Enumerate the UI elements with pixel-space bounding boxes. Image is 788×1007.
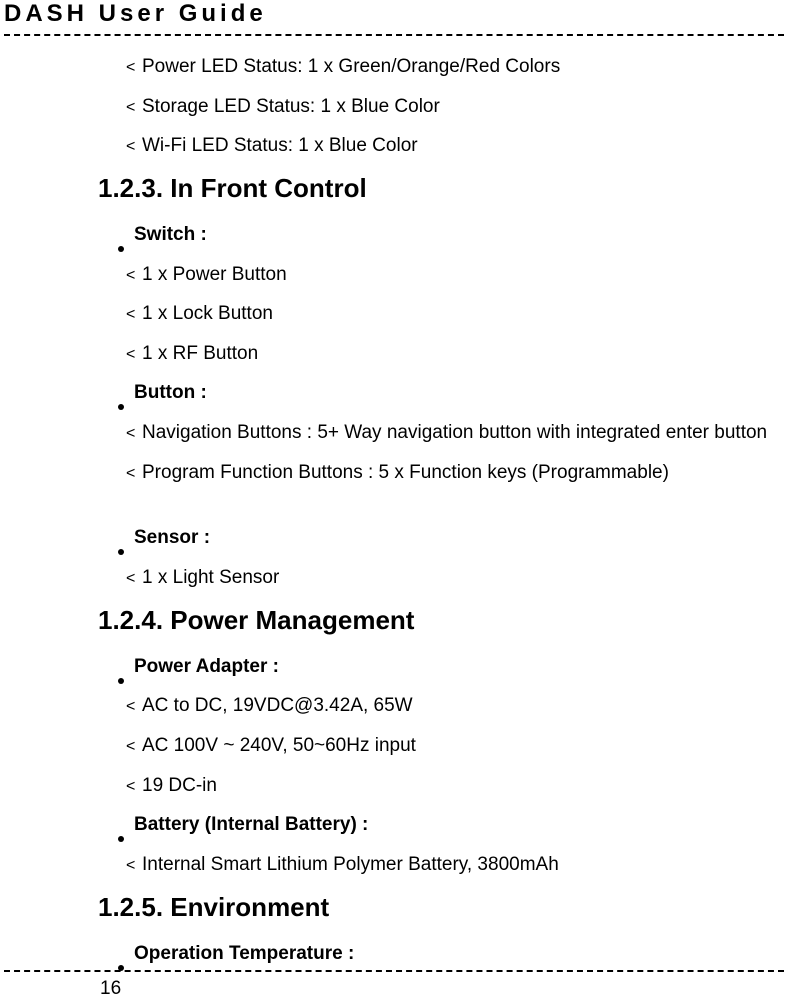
header-title: DASH User Guide <box>4 0 267 27</box>
intro-list: <Power LED Status: 1 x Green/Orange/Red … <box>98 54 780 159</box>
item-text: Program Function Buttons : 5 x Function … <box>134 460 780 486</box>
item-text: AC 100V ~ 240V, 50~60Hz input <box>134 733 780 759</box>
list-item: <Internal Smart Lithium Polymer Battery,… <box>98 852 780 878</box>
section-123-list-continued: Sensor : <1 x Light Sensor <box>98 525 780 590</box>
list-item: <1 x Light Sensor <box>98 565 780 591</box>
list-item: <Navigation Buttons : 5+ Way navigation … <box>98 420 780 446</box>
list-item: <Wi-Fi LED Status: 1 x Blue Color <box>98 133 780 159</box>
group-label: Power Adapter : <box>98 654 780 680</box>
page-number: 16 <box>100 978 121 1000</box>
list-item: <19 DC-in <box>98 773 780 799</box>
angle-icon: < <box>98 696 134 718</box>
section-heading-123: 1.2.3. In Front Control <box>98 173 780 204</box>
angle-icon: < <box>98 736 134 758</box>
list-item: <Power LED Status: 1 x Green/Orange/Red … <box>98 54 780 80</box>
list-item: <AC to DC, 19VDC@3.42A, 65W <box>98 693 780 719</box>
group-label: Operation Temperature : <box>98 941 780 967</box>
list-item: <1 x Power Button <box>98 262 780 288</box>
angle-icon: < <box>98 57 134 79</box>
item-text: 1 x RF Button <box>134 341 780 367</box>
item-text: 1 x Light Sensor <box>134 565 780 591</box>
label-text: Button : <box>134 380 207 406</box>
label-text: Battery (Internal Battery) : <box>134 812 368 838</box>
section-heading-125: 1.2.5. Environment <box>98 892 780 923</box>
footer-divider <box>4 970 784 972</box>
main-content: <Power LED Status: 1 x Green/Orange/Red … <box>0 36 788 966</box>
angle-icon: < <box>98 304 134 326</box>
label-text: Switch : <box>134 222 207 248</box>
group-label: Battery (Internal Battery) : <box>98 812 780 838</box>
angle-icon: < <box>98 265 134 287</box>
label-text: Power Adapter : <box>134 654 279 680</box>
item-text: Internal Smart Lithium Polymer Battery, … <box>134 852 780 878</box>
list-item: <1 x Lock Button <box>98 301 780 327</box>
section-125-list: Operation Temperature : <box>98 941 780 967</box>
angle-icon: < <box>98 136 134 158</box>
item-text: Wi-Fi LED Status: 1 x Blue Color <box>134 133 780 159</box>
label-text: Sensor : <box>134 525 210 551</box>
label-text: Operation Temperature : <box>134 941 354 967</box>
item-text: 1 x Lock Button <box>134 301 780 327</box>
group-label: Button : <box>98 380 780 406</box>
angle-icon: < <box>98 463 134 485</box>
spacer <box>98 499 780 525</box>
list-item: <1 x RF Button <box>98 341 780 367</box>
item-text: Navigation Buttons : 5+ Way navigation b… <box>134 420 780 446</box>
angle-icon: < <box>98 97 134 119</box>
page-header: DASH User Guide <box>0 0 788 34</box>
angle-icon: < <box>98 568 134 590</box>
list-item: <AC 100V ~ 240V, 50~60Hz input <box>98 733 780 759</box>
item-text: 1 x Power Button <box>134 262 780 288</box>
group-label: Switch : <box>98 222 780 248</box>
group-label: Sensor : <box>98 525 780 551</box>
item-text: Storage LED Status: 1 x Blue Color <box>134 94 780 120</box>
item-text: Power LED Status: 1 x Green/Orange/Red C… <box>134 54 780 80</box>
section-heading-124: 1.2.4. Power Management <box>98 605 780 636</box>
angle-icon: < <box>98 776 134 798</box>
angle-icon: < <box>98 855 134 877</box>
list-item: <Program Function Buttons : 5 x Function… <box>98 460 780 486</box>
item-text: AC to DC, 19VDC@3.42A, 65W <box>134 693 780 719</box>
item-text: 19 DC-in <box>134 773 780 799</box>
section-123-list: Switch : <1 x Power Button <1 x Lock But… <box>98 222 780 485</box>
angle-icon: < <box>98 423 134 445</box>
list-item: <Storage LED Status: 1 x Blue Color <box>98 94 780 120</box>
angle-icon: < <box>98 344 134 366</box>
section-124-list: Power Adapter : <AC to DC, 19VDC@3.42A, … <box>98 654 780 878</box>
